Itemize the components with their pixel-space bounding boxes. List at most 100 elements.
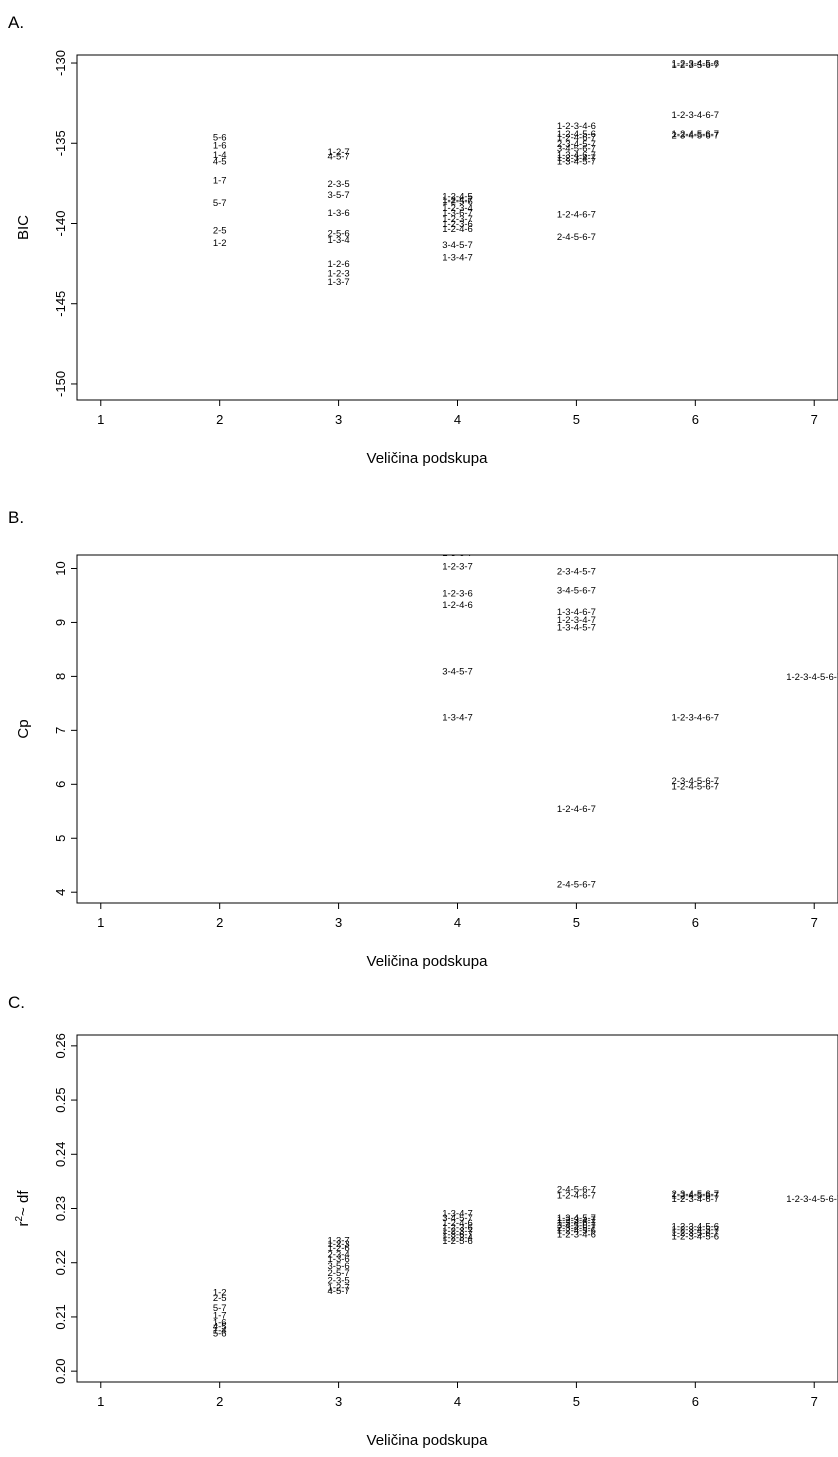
point-label: 2-5-6 (328, 229, 350, 240)
x-tick-label: 7 (811, 412, 818, 427)
point-label: 2-5-7 (328, 1268, 350, 1279)
point-label: 2-3-4-5-7 (557, 1223, 596, 1234)
point-label: 1-3-4-7 (442, 1208, 473, 1219)
y-tick-label: 0.24 (53, 1142, 68, 1167)
point-label: 1-3-6 (328, 208, 350, 219)
x-axis-title: Veličina podskupa (367, 450, 489, 467)
x-tick-label: 6 (692, 1394, 699, 1409)
point-label: 1-2-5-6 (442, 1236, 473, 1247)
y-axis-title-main: Cp (15, 719, 32, 738)
y-tick-label: 9 (53, 619, 68, 626)
point-label: 1-2-3-7 (442, 1226, 473, 1237)
point-label: 1-2-4-5 (442, 192, 473, 203)
point-label: 1-4 (213, 150, 227, 161)
point-label: 1-3-6-7 (442, 208, 473, 219)
point-label: 1-7 (213, 1310, 227, 1321)
x-tick-label: 1 (97, 1394, 104, 1409)
point-label: 2-3-4-5-6-7 (672, 776, 720, 787)
x-tick-label: 1 (97, 412, 104, 427)
point-label: 1-2-3-5-6-7 (672, 1228, 720, 1239)
point-label: 2-3-4-5-6-7 (672, 131, 720, 142)
point-labels: 1-22-55-71-71-64-51-45-61-3-71-2-31-2-62… (213, 1184, 838, 1339)
point-label: 3-4-5-6-7 (557, 144, 596, 155)
point-label: 1-2-4-5-6 (557, 129, 596, 140)
point-label: 5-6 (213, 1329, 227, 1340)
panel-label: A. (8, 13, 24, 32)
point-label: 1-2 (213, 1287, 227, 1298)
x-tick-label: 5 (573, 1394, 580, 1409)
point-label: 1-3-4-7 (442, 712, 473, 723)
y-tick-label: 5 (53, 835, 68, 842)
point-label: 1-2-3-4-6-7 (672, 1194, 720, 1205)
y-tick-label: 8 (53, 673, 68, 680)
point-label: 4-5-7 (328, 152, 350, 163)
point-label: 1-2-4-5-6-7 (672, 129, 720, 140)
x-tick-label: 6 (692, 412, 699, 427)
point-label: 1-2-4-7 (442, 195, 473, 206)
point-label: 1-2-3-4-6-7 (672, 110, 720, 121)
x-tick-label: 4 (454, 915, 461, 930)
point-label: 3-4-5-7 (442, 1213, 473, 1224)
point-label: 1-2-3-7 (442, 214, 473, 225)
point-label: 1-2-3-7 (442, 561, 473, 572)
point-label: 2-4-5-6-7 (557, 1184, 596, 1195)
point-label: 5-7 (213, 1303, 227, 1314)
point-label: 1-3-4-7 (442, 253, 473, 264)
point-label: 2-3-4-5-6-7 (672, 1189, 720, 1200)
point-label: 1-2-4-6 (442, 600, 473, 611)
point-label: 1-2-3-6 (442, 219, 473, 230)
point-label: 1-2-4-6-7 (557, 804, 596, 815)
point-label: 2-5 (213, 1293, 227, 1304)
point-label: 2-3-4-5-7 (557, 139, 596, 150)
point-label: 1-3-4 (328, 235, 350, 246)
y-axis-title-tail: ~ df (15, 1190, 32, 1216)
y-tick-label: 0.25 (53, 1087, 68, 1112)
point-label: 1-2-6 (328, 259, 350, 270)
x-tick-label: 7 (811, 1394, 818, 1409)
point-label: 2-3-5 (328, 1276, 350, 1287)
point-label: 1-3-6-7 (442, 1229, 473, 1240)
y-axis-title-superscript: 2 (14, 1216, 25, 1222)
point-label: 4-5-7 (328, 1286, 350, 1297)
point-label: 1-2-3-4-5-6-7 (786, 1194, 838, 1205)
point-label: 1-7 (213, 176, 227, 187)
y-tick-label: -135 (53, 130, 68, 156)
x-tick-label: 5 (573, 915, 580, 930)
y-axis-title: r2~ df (14, 1190, 32, 1227)
point-label: 1-3-4-6-7 (557, 150, 596, 161)
point-label: 1-2-3-4-5-6-7 (786, 672, 838, 683)
x-tick-label: 3 (335, 412, 342, 427)
point-label: 1-2-3-4-5-6 (672, 1221, 720, 1232)
point-label: 1-2-3 (328, 1239, 350, 1250)
point-label: 1-2-4-6-7 (557, 209, 596, 220)
point-label: 1-2-3-4-5-7 (672, 1225, 720, 1236)
chart-panel: A. 1 2 3 4 5 6 7 -130 -135 -140 -145 -150 Veličina po… (8, 13, 838, 467)
y-tick-label: 10 (53, 561, 68, 575)
point-label: 4-5 (213, 156, 227, 167)
point-label: 1-2-3-5-6-7 (672, 60, 720, 71)
x-axis-title: Veličina podskupa (367, 953, 489, 970)
point-label: 1-3-4-5-7 (557, 156, 596, 167)
y-axis-title-main: r (15, 1222, 32, 1227)
point-label: 1-2-4-6-7 (557, 132, 596, 143)
y-tick-label: 6 (53, 781, 68, 788)
y-axis-title: Cp (15, 719, 32, 738)
point-label: 3-4-5-7 (442, 240, 473, 251)
point-labels: 5-61-61-44-51-75-72-51-21-2-74-5-72-3-53… (213, 59, 719, 288)
point-label: 5-6 (213, 132, 227, 143)
x-axis-title: Veličina podskupa (367, 1432, 489, 1449)
point-label: 2-3-5 (328, 179, 350, 190)
point-label: 1-3-6 (328, 1254, 350, 1265)
point-label: 1-6 (213, 1317, 227, 1328)
point-label: 1-2-3-4-7 (557, 1215, 596, 1226)
point-label: 1-4 (213, 1325, 227, 1336)
chart-panel: C. 1 2 3 4 5 6 7 0.20 0.21 0.22 0.23 0.24 0.25 0.26 Vel… (8, 993, 838, 1449)
point-label: 5-7 (213, 198, 227, 209)
point-label: 1-2-3-4-5-6 (672, 59, 720, 70)
point-label: 2-4-5-6-7 (557, 880, 596, 891)
y-tick-label: 0.21 (53, 1304, 68, 1329)
point-label: 1-2-6 (328, 1243, 350, 1254)
point-label: 1-2-3 (328, 269, 350, 280)
point-label: 1-3-7 (328, 277, 350, 288)
point-label: 1-2-7 (328, 1283, 350, 1294)
